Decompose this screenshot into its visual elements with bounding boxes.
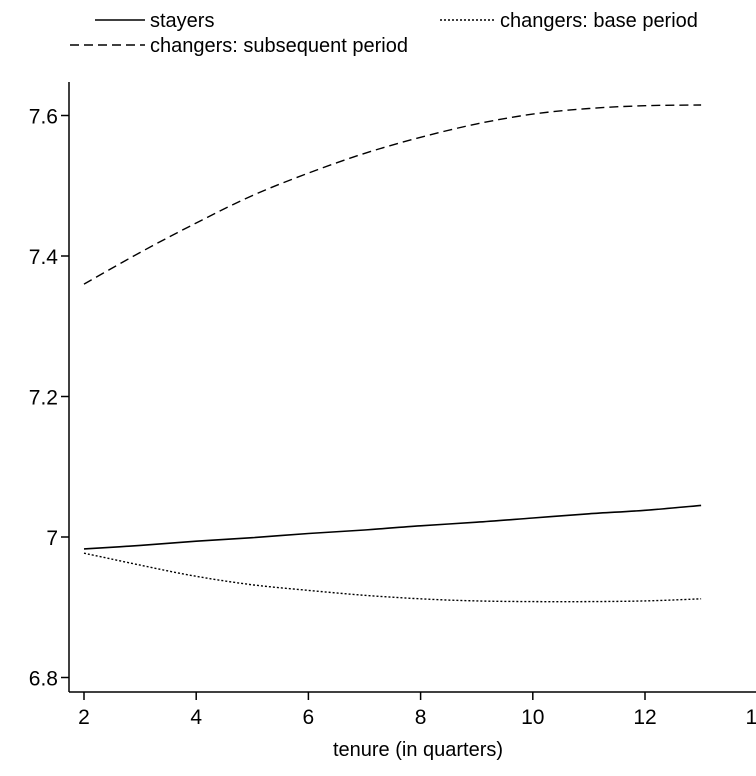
legend-label-stayers: stayers (150, 10, 214, 32)
y-tick-label-7.4: 7.4 (29, 246, 59, 269)
x-tick-label-2: 2 (78, 706, 90, 729)
x-tick-label-10: 10 (521, 706, 544, 729)
legend-label-changers-base: changers: base period (500, 10, 698, 32)
y-tick-label-7.2: 7.2 (29, 387, 58, 410)
axes: 6.8 7 7.2 7.4 7.6 2 4 6 8 10 12 14 (29, 82, 756, 729)
x-tick-label-6: 6 (303, 706, 315, 729)
x-tick-label-4: 4 (190, 706, 202, 729)
series-line-changers-base-period (83, 552, 702, 603)
x-axis-title: tenure (in quarters) (333, 739, 503, 761)
y-tick-label-7: 7 (46, 527, 58, 550)
y-tick-label-6.8: 6.8 (29, 668, 58, 691)
y-tick-label-7.6: 7.6 (29, 106, 58, 129)
x-tick-label-14: 14 (746, 706, 756, 729)
series-line-changers-subsequent-period (83, 104, 702, 285)
legend: stayers changers: base period changers: … (70, 10, 698, 57)
x-tick-label-8: 8 (415, 706, 427, 729)
x-tick-label-12: 12 (633, 706, 656, 729)
plot-area (83, 104, 702, 603)
series-line-stayers (83, 504, 702, 550)
legend-label-changers-subsequent: changers: subsequent period (150, 35, 408, 57)
